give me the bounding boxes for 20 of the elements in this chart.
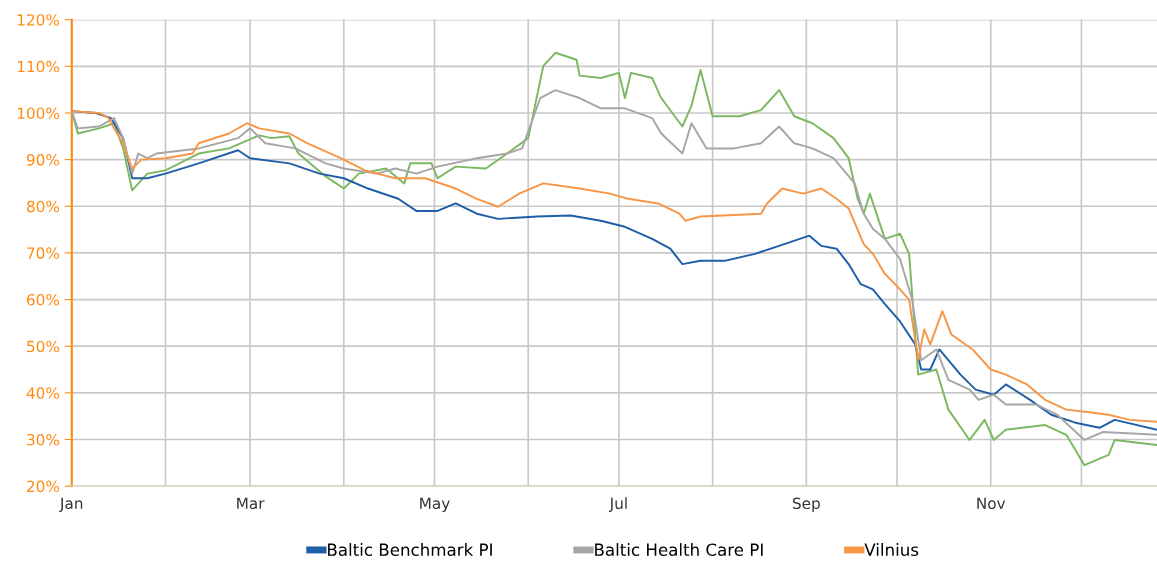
y-tick-label: 80%: [27, 200, 60, 213]
y-tick-label: 40%: [26, 387, 60, 399]
x-tick-label: Sep: [792, 497, 820, 513]
legend-label: Baltic Health Care PI: [595, 543, 763, 557]
x-tick-label: Nov: [977, 497, 1006, 510]
y-tick-label: 50%: [27, 340, 60, 353]
y-tick-label: 90%: [26, 154, 60, 166]
x-tick-label: May: [420, 497, 450, 513]
y-tick-label: 120%: [17, 14, 60, 26]
y-tick-label: 100%: [17, 107, 60, 119]
x-tick-label: Jan: [59, 497, 83, 512]
x-tick-label: Mar: [237, 497, 265, 510]
y-tick-label: 20%: [27, 480, 60, 493]
y-tick-label: 110%: [17, 60, 60, 73]
x-tick-label: Jul: [608, 497, 627, 512]
y-tick-label: 30%: [27, 433, 60, 446]
legend-label: Baltic Benchmark PI: [328, 543, 492, 557]
y-tick-label: 60%: [27, 294, 60, 306]
legend-label: Vilnius: [864, 543, 919, 557]
y-tick-label: 70%: [27, 247, 60, 259]
